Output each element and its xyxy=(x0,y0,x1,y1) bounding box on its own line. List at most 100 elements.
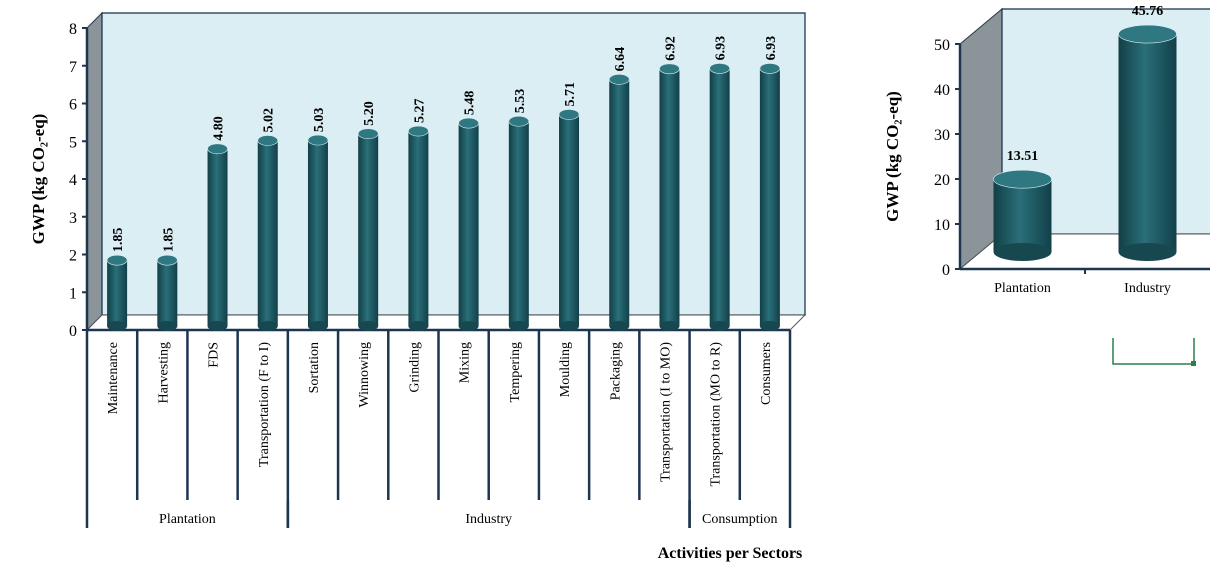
bar-bottom xyxy=(609,321,630,331)
group-label: Industry xyxy=(465,512,512,527)
bar xyxy=(559,114,580,326)
bar-bottom xyxy=(508,321,529,331)
bar xyxy=(408,131,429,326)
y-tick-label: 30 xyxy=(934,127,950,144)
bar xyxy=(1118,34,1177,252)
data-label: 6.93 xyxy=(714,36,729,61)
bar-bottom xyxy=(408,321,429,331)
bar-bottom xyxy=(257,321,278,331)
data-label: 45.76 xyxy=(1132,4,1164,19)
bar-top xyxy=(1118,24,1177,44)
x-axis-title: Activities per Sectors xyxy=(658,545,803,562)
bar xyxy=(458,123,479,326)
category-label: Mixing xyxy=(458,342,473,383)
category-label: Winnowing xyxy=(357,342,372,408)
category-label: Packaging xyxy=(608,342,623,400)
data-label: 5.20 xyxy=(362,101,377,126)
bar-top xyxy=(659,63,680,75)
bracket-decoration xyxy=(1112,338,1195,365)
y-tick-label: 1 xyxy=(69,285,77,302)
bar-bottom xyxy=(157,321,178,331)
data-label: 5.48 xyxy=(463,91,478,116)
bar xyxy=(358,133,379,326)
y-tick-label: 0 xyxy=(69,323,77,340)
bar-bottom xyxy=(759,321,780,331)
bar xyxy=(759,68,780,326)
bar xyxy=(257,140,278,326)
category-label: Harvesting xyxy=(156,342,171,403)
bar xyxy=(993,179,1052,252)
bar xyxy=(107,260,128,326)
bracket-handle xyxy=(1191,361,1196,366)
y-tick-label: 3 xyxy=(69,210,77,227)
category-label: Consumers xyxy=(759,342,774,405)
y-tick-label: 8 xyxy=(69,21,77,38)
bar-top xyxy=(759,63,781,74)
data-label: 5.03 xyxy=(312,108,327,133)
y-tick-label: 4 xyxy=(69,172,77,189)
category-label: Industry xyxy=(1124,281,1171,296)
y-tick-label: 5 xyxy=(69,134,77,151)
bar xyxy=(508,121,529,327)
bar xyxy=(157,260,178,326)
side-wall xyxy=(86,11,103,332)
bar-bottom xyxy=(659,321,680,331)
bar xyxy=(709,68,730,326)
data-label: 6.92 xyxy=(663,36,678,61)
bar-bottom xyxy=(307,321,328,331)
y-tick-label: 10 xyxy=(934,217,950,234)
bar-bottom xyxy=(709,321,730,331)
data-label: 5.71 xyxy=(563,82,578,107)
bar-top xyxy=(408,125,429,137)
bar xyxy=(609,79,630,326)
y-tick-label: 40 xyxy=(934,82,950,99)
category-label: Moulding xyxy=(558,342,573,397)
y-tick-label: 20 xyxy=(934,172,950,189)
bar-bottom xyxy=(559,321,580,331)
category-label: Transportation (MO to R) xyxy=(709,342,724,487)
group-label: Plantation xyxy=(159,512,216,527)
category-label: FDS xyxy=(207,342,222,368)
bar-bottom xyxy=(107,321,128,331)
bar-bottom xyxy=(207,321,228,331)
bar-bottom xyxy=(993,243,1052,261)
bar-top xyxy=(558,109,580,120)
bar-top xyxy=(357,128,379,139)
bar-top xyxy=(307,134,329,146)
data-label: 13.51 xyxy=(1007,149,1039,164)
floor xyxy=(85,314,807,331)
y-axis-title: GWP (kg CO₂-eq) xyxy=(883,91,902,222)
bar-bottom xyxy=(358,321,379,331)
category-label: Grinding xyxy=(407,342,422,393)
data-label: 1.85 xyxy=(161,228,176,253)
bar-top xyxy=(157,254,178,266)
y-axis-title: GWP (kg CO₂-eq) xyxy=(29,114,48,245)
data-label: 6.64 xyxy=(613,47,628,72)
data-label: 4.80 xyxy=(212,116,227,141)
data-label: 5.02 xyxy=(262,108,277,133)
category-label: Transportation (F to I) xyxy=(257,342,272,467)
bar-top xyxy=(207,143,228,155)
category-label: Plantation xyxy=(994,281,1051,296)
bar xyxy=(307,140,328,326)
bar xyxy=(207,148,228,326)
category-label: Sortation xyxy=(307,342,322,393)
bar-top xyxy=(458,117,479,129)
y-tick-label: 50 xyxy=(934,37,950,54)
bar-bottom xyxy=(458,321,479,331)
category-label: Maintenance xyxy=(106,342,121,414)
data-label: 6.93 xyxy=(764,36,779,61)
bar-top xyxy=(608,74,630,85)
bar-top xyxy=(993,169,1052,189)
data-label: 5.27 xyxy=(412,99,427,124)
back-wall xyxy=(101,12,806,316)
bar-top xyxy=(257,135,279,146)
bar-bottom xyxy=(1118,243,1177,261)
group-label: Consumption xyxy=(702,512,777,527)
category-label: Tempering xyxy=(508,342,523,402)
y-tick-label: 2 xyxy=(69,248,77,265)
data-label: 1.85 xyxy=(111,228,126,253)
category-label: Transportation (I to MO) xyxy=(658,342,673,482)
